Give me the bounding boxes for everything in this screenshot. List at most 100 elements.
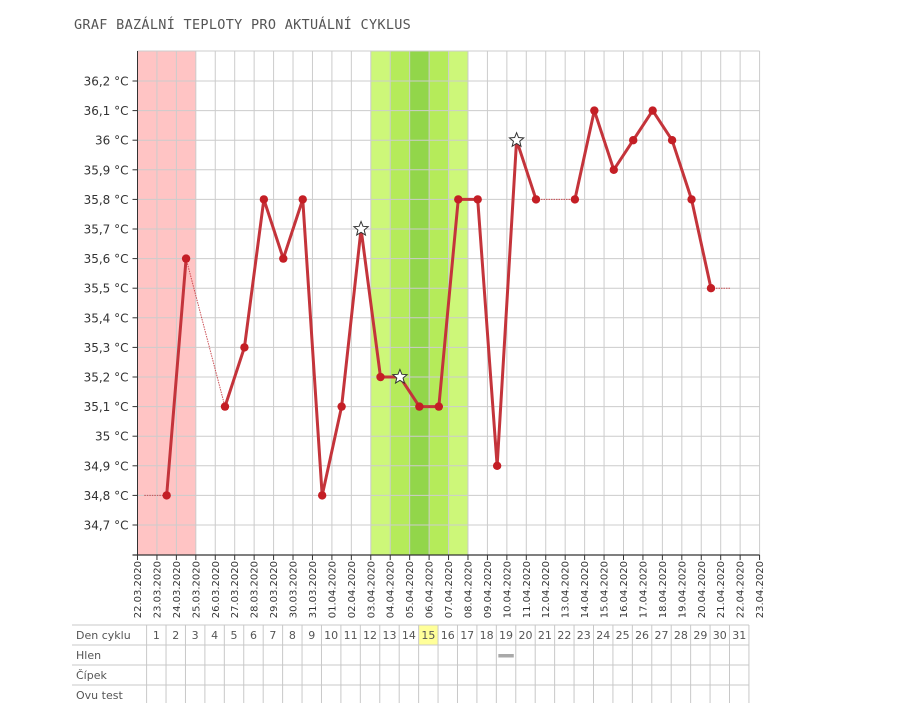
gap-segment <box>185 258 226 407</box>
y-tick-label: 36,2 °C <box>84 75 129 89</box>
cycle-day-cell: 25 <box>616 629 630 642</box>
x-tick-label: 06.04.2020 <box>425 561 436 618</box>
data-point <box>667 136 677 145</box>
y-tick-label: 34,7 °C <box>84 519 129 533</box>
data-point <box>259 195 269 204</box>
x-tick-label: 25.03.2020 <box>191 561 202 618</box>
x-tick-label: 31.03.2020 <box>308 561 319 618</box>
x-tick-label: 30.03.2020 <box>289 561 300 618</box>
highlight-cell <box>418 625 439 645</box>
cycle-day-cell: 11 <box>344 629 358 642</box>
cycle-day-cell: 17 <box>460 629 474 642</box>
cycle-day-cell: 18 <box>480 629 494 642</box>
cycle-day-cell: 20 <box>518 629 532 642</box>
data-point <box>531 195 541 204</box>
data-point <box>279 254 288 263</box>
cycle-day-cell: 4 <box>211 629 218 642</box>
data-point <box>706 284 716 293</box>
x-tick-label: 01.04.2020 <box>327 561 338 618</box>
table-row-label: Hlen <box>76 649 101 662</box>
y-tick-label: 35,8 °C <box>84 193 129 207</box>
ovulation-band <box>409 51 430 555</box>
data-point <box>337 402 346 411</box>
y-tick-label: 35,7 °C <box>84 223 129 237</box>
x-tick-label: 29.03.2020 <box>269 561 280 618</box>
points-layer <box>162 106 716 500</box>
y-tick-label: 35,9 °C <box>84 163 129 177</box>
data-point <box>492 461 502 470</box>
x-tick-label: 13.04.2020 <box>561 561 572 618</box>
y-tick-label: 35,2 °C <box>84 371 129 385</box>
y-tick-label: 35,6 °C <box>84 252 129 266</box>
cycle-day-cell: 5 <box>231 629 238 642</box>
series-line <box>573 109 713 290</box>
x-tick-label: 12.04.2020 <box>541 561 552 618</box>
y-tick-label: 35,4 °C <box>84 311 129 325</box>
cycle-day-cell: 9 <box>308 629 315 642</box>
cycle-day-cell: 19 <box>499 629 513 642</box>
x-tick-label: 11.04.2020 <box>522 561 533 618</box>
x-tick-label: 22.03.2020 <box>133 561 144 618</box>
cycle-day-cell: 15 <box>421 629 435 642</box>
data-point <box>454 195 463 204</box>
cycle-day-cell: 26 <box>635 629 649 642</box>
data-point <box>181 254 191 263</box>
data-point <box>609 165 618 174</box>
cycle-day-cell: 10 <box>324 629 338 642</box>
cycle-day-cell: 6 <box>250 629 257 642</box>
x-tick-label: 09.04.2020 <box>483 561 494 618</box>
bands-layer <box>137 51 468 555</box>
cycle-day-cell: 16 <box>441 629 455 642</box>
hlen-mark <box>498 654 514 658</box>
series-line <box>165 257 188 497</box>
table-row-label: Den cyklu <box>76 629 131 642</box>
axes-layer: 34,7 °C 34,8 °C 34,9 °C 35 °C 35,1 °C 35,2 °C… <box>84 51 766 618</box>
x-tick-label: 17.04.2020 <box>638 561 649 618</box>
y-tick-label: 36 °C <box>95 134 128 148</box>
x-tick-label: 18.04.2020 <box>658 561 669 618</box>
data-point <box>648 106 657 115</box>
x-tick-label: 28.03.2020 <box>250 561 261 618</box>
x-tick-label: 15.04.2020 <box>600 561 611 618</box>
data-point <box>629 136 638 145</box>
x-tick-label: 20.04.2020 <box>697 561 708 618</box>
x-tick-label: 04.04.2020 <box>386 561 397 618</box>
x-tick-label: 23.03.2020 <box>152 561 163 618</box>
cycle-day-cell: 30 <box>713 629 727 642</box>
x-tick-label: 14.04.2020 <box>580 561 591 618</box>
x-tick-label: 21.04.2020 <box>716 561 727 618</box>
y-tick-label: 36,1 °C <box>84 104 129 118</box>
y-tick-label: 34,9 °C <box>84 459 129 473</box>
x-tick-label: 02.04.2020 <box>347 561 358 618</box>
star-marker <box>391 368 409 385</box>
data-point <box>590 106 599 115</box>
data-point <box>220 402 230 411</box>
data-point <box>687 195 696 204</box>
cycle-day-cell: 29 <box>693 629 707 642</box>
x-tick-label: 10.04.2020 <box>502 561 513 618</box>
y-tick-label: 35,1 °C <box>84 400 129 414</box>
y-tick-label: 35 °C <box>95 430 128 444</box>
star-marker <box>352 220 370 237</box>
menstruation-band <box>137 51 196 555</box>
table-row-label: Čípek <box>76 669 107 682</box>
x-tick-label: 05.04.2020 <box>405 561 416 618</box>
cycle-day-cell: 28 <box>674 629 688 642</box>
x-tick-label: 23.04.2020 <box>755 561 766 618</box>
data-point <box>240 343 249 352</box>
x-tick-label: 27.03.2020 <box>230 561 241 618</box>
cycle-day-cell: 22 <box>557 629 571 642</box>
data-point <box>415 402 424 411</box>
cycle-day-cell: 2 <box>172 629 179 642</box>
data-point <box>376 372 385 382</box>
x-tick-label: 22.04.2020 <box>736 561 747 618</box>
data-point <box>298 195 307 204</box>
y-tick-label: 35,3 °C <box>84 341 129 355</box>
data-point <box>317 491 327 500</box>
cycle-day-cell: 31 <box>732 629 746 642</box>
cycle-day-cell: 21 <box>538 629 552 642</box>
cycle-day-cell: 3 <box>192 629 199 642</box>
x-tick-label: 03.04.2020 <box>366 561 377 618</box>
